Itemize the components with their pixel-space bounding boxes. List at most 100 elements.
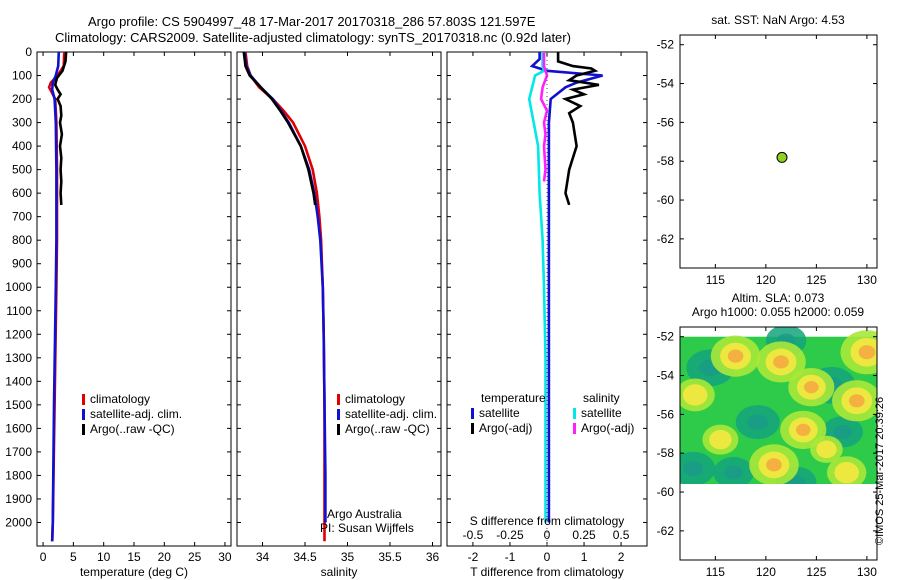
- x-tick-label: 35.5: [378, 550, 402, 564]
- y-tick-label: 100: [12, 69, 32, 83]
- map-x-tick-label: 115: [706, 565, 725, 579]
- y-tick-label: 1200: [5, 327, 32, 341]
- sla-high-core: [773, 355, 789, 369]
- map-x-tick-label: 120: [756, 565, 776, 579]
- map-x-tick-label: 125: [806, 565, 826, 579]
- sla-low-core: [682, 461, 704, 477]
- y-tick-label: 200: [12, 92, 32, 106]
- sla-high-core: [858, 345, 876, 360]
- sla-high-mid: [709, 429, 732, 450]
- legend-label-diff: Argo(-adj): [581, 421, 634, 435]
- x-tick-label: 1: [581, 550, 588, 564]
- x-tick-label: 20: [158, 550, 172, 564]
- top-tick-label: 0.5: [613, 528, 630, 542]
- series-line-salinity-argo-adj-: [539, 52, 549, 182]
- map-y-tick-label: -58: [657, 446, 675, 460]
- y-tick-label: 300: [12, 116, 32, 130]
- legend-label-temperature: satellite-adj. clim.: [90, 407, 182, 421]
- legend-heading-salinity: salinity: [583, 391, 620, 405]
- sla-high-mid: [834, 461, 859, 484]
- y-tick-label: 2000: [5, 515, 32, 529]
- legend-swatch-temperature: [82, 394, 85, 405]
- series-line-argo-raw-qc-: [53, 51, 68, 205]
- map-y-tick-label: -56: [657, 115, 675, 129]
- chart-title-line1: Argo profile: CS 5904997_48 17-Mar-2017 …: [88, 14, 536, 29]
- copyright-stamp: ©IMOS 25-Mar-2017 20:39:26: [874, 396, 886, 545]
- y-tick-label: 600: [12, 186, 32, 200]
- legend-swatch-diff: [471, 408, 474, 419]
- sla-map-title-line2: Argo h1000: 0.055 h2000: 0.059: [692, 305, 864, 319]
- y-tick-label: 900: [12, 257, 32, 271]
- map-y-tick-label: -52: [657, 38, 675, 52]
- top-tick-label: -0.5: [463, 528, 484, 542]
- x-tick-label: 35: [341, 550, 355, 564]
- series-line-climatology: [244, 51, 326, 542]
- map-x-tick-label: 130: [857, 565, 877, 579]
- annotation-owner: Argo Australia: [327, 507, 402, 521]
- y-tick-label: 1100: [6, 304, 32, 318]
- x-tick-label: -2: [468, 550, 479, 564]
- map-frame-sst: [679, 34, 878, 269]
- legend-swatch-salinity: [337, 394, 340, 405]
- x-tick-label: 34: [256, 550, 270, 564]
- map-y-tick-label: -54: [657, 77, 675, 91]
- x-tick-label: 0: [544, 550, 551, 564]
- legend-swatch-diff: [573, 408, 576, 419]
- legend-swatch-diff: [471, 423, 474, 434]
- map-y-tick-label: -54: [657, 369, 675, 383]
- sla-high-core: [848, 394, 865, 408]
- map-y-tick-label: -58: [657, 154, 675, 168]
- y-tick-label: 800: [12, 233, 32, 247]
- map-x-tick-label: 120: [756, 273, 776, 287]
- legend-label-diff: satellite: [581, 406, 622, 420]
- series-line-satellite-adj-clim-: [243, 51, 327, 523]
- legend-label-temperature: Argo(..raw -QC): [90, 422, 175, 436]
- legend-swatch-diff: [573, 423, 576, 434]
- sla-low-core: [724, 465, 743, 480]
- x-tick-label: 0: [40, 550, 47, 564]
- plot-frame-salinity-profile: [236, 51, 442, 547]
- x-tick-label: 30: [218, 550, 232, 564]
- series-line-satellite-adj-clim-: [50, 51, 61, 542]
- map-x-tick-label: 115: [706, 273, 725, 287]
- legend-label-salinity: climatology: [345, 392, 405, 406]
- argo-position-marker: [776, 151, 788, 163]
- top-tick-label: -0.25: [496, 528, 524, 542]
- series-line-argo-raw-qc-: [242, 51, 317, 206]
- x-tick-label: 10: [97, 550, 111, 564]
- sst-map-title: sat. SST: NaN Argo: 4.53: [711, 13, 845, 27]
- y-tick-label: 700: [12, 210, 32, 224]
- y-tick-label: 1000: [5, 280, 32, 294]
- legend-label-temperature: climatology: [90, 392, 150, 406]
- legend-swatch-temperature: [82, 424, 85, 435]
- x-tick-label: -1: [505, 550, 516, 564]
- x-axis-label: temperature (deg C): [80, 565, 188, 579]
- sla-map-title-line1: Altim. SLA: 0.073: [732, 291, 825, 305]
- x-tick-label: 5: [70, 550, 77, 564]
- x-axis-label: T difference from climatology: [470, 565, 624, 579]
- x-tick-label: 2: [618, 550, 625, 564]
- x-tick-label: 34.5: [293, 550, 317, 564]
- sla-low-core: [833, 424, 853, 439]
- legend-heading-temperature: temperature: [481, 391, 546, 405]
- y-tick-label: 1400: [5, 374, 32, 388]
- y-tick-label: 0: [25, 45, 32, 59]
- top-tick-label: 0.25: [572, 528, 596, 542]
- sla-high-mid: [816, 440, 837, 459]
- y-tick-label: 1900: [5, 492, 32, 506]
- map-y-tick-label: -52: [657, 330, 675, 344]
- sla-high-core: [727, 349, 744, 363]
- map-y-tick-label: -62: [657, 524, 675, 538]
- legend-label-diff: Argo(-adj): [479, 421, 532, 435]
- y-tick-label: 1700: [5, 445, 32, 459]
- legend-swatch-salinity: [337, 424, 340, 435]
- sla-high-core: [795, 423, 811, 437]
- top-axis-label: S difference from climatology: [470, 514, 625, 528]
- legend-label-salinity: Argo(..raw -QC): [345, 422, 430, 436]
- map-x-tick-label: 125: [806, 273, 826, 287]
- map-x-tick-label: 130: [857, 273, 877, 287]
- sla-low-core: [747, 414, 768, 430]
- annotation-pi: PI: Susan Wijffels: [320, 521, 414, 535]
- plot-frame-difference-profile: [446, 51, 648, 547]
- series-line-salinity-satellite: [527, 52, 547, 523]
